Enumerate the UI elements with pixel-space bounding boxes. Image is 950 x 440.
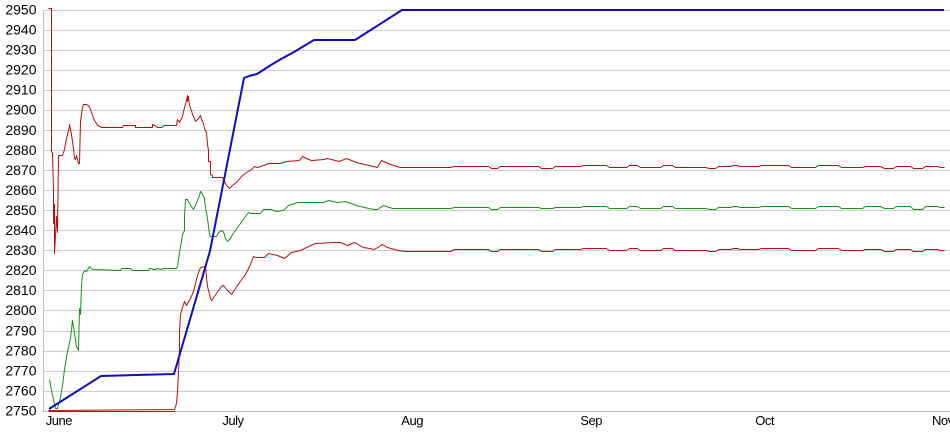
svg-text:2940: 2940 [5,22,36,38]
svg-text:2840: 2840 [5,222,36,238]
svg-text:2860: 2860 [5,182,36,198]
svg-text:2880: 2880 [5,142,36,158]
svg-text:2820: 2820 [5,262,36,278]
svg-text:2780: 2780 [5,342,36,358]
svg-text:2900: 2900 [5,102,36,118]
svg-text:2830: 2830 [5,242,36,258]
svg-text:July: July [222,413,244,428]
svg-text:2760: 2760 [5,382,36,398]
svg-text:2930: 2930 [5,42,36,58]
svg-text:Nov: Nov [932,413,950,428]
svg-text:2810: 2810 [5,282,36,298]
svg-text:2910: 2910 [5,82,36,98]
svg-text:Aug: Aug [401,413,423,428]
svg-text:2800: 2800 [5,302,36,318]
svg-text:2850: 2850 [5,202,36,218]
svg-text:Sep: Sep [580,413,602,428]
svg-text:2890: 2890 [5,122,36,138]
svg-text:2770: 2770 [5,362,36,378]
svg-text:2790: 2790 [5,322,36,338]
svg-text:2920: 2920 [5,62,36,78]
svg-text:Oct: Oct [755,413,775,428]
svg-text:2870: 2870 [5,162,36,178]
svg-text:2750: 2750 [5,403,36,419]
svg-text:2950: 2950 [5,2,36,18]
svg-text:June: June [46,413,72,428]
